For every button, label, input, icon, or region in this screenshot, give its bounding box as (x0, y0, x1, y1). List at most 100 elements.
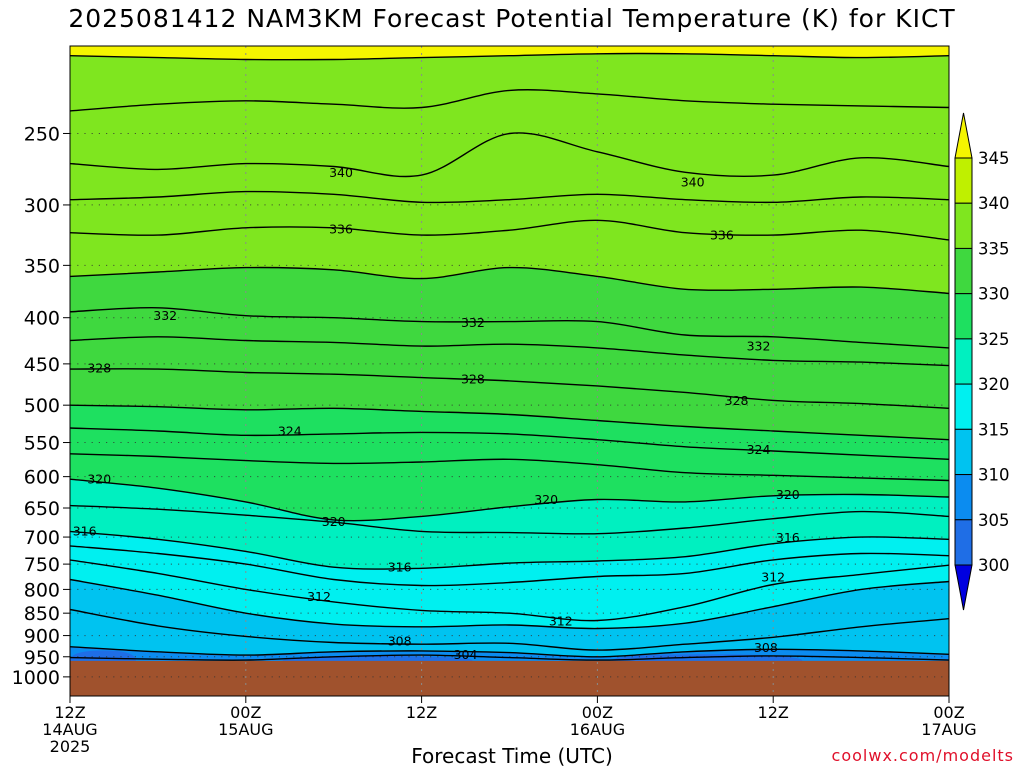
colorbar-label: 330 (978, 285, 1010, 304)
colorbar-swatch (954, 202, 973, 249)
x-tick-label: 14AUG (42, 720, 97, 739)
colorbar-label: 305 (978, 511, 1010, 530)
contour-labels: 340 340 336 336 332 332 332 328 328 328 324 324 320 3… (73, 165, 800, 662)
y-tick-label: 1000 (12, 667, 60, 689)
colorbar-swatch (954, 474, 973, 521)
colorbar-swatch (954, 157, 973, 204)
x-tick-label: 12Z (406, 703, 437, 722)
contour-330 (70, 336, 949, 367)
x-tick-label: 2025 (50, 737, 91, 756)
contour-lines (70, 52, 949, 661)
fill-band-345-plus (70, 46, 949, 60)
x-tick-label: 15AUG (218, 720, 273, 739)
contour-label: 308 (388, 634, 412, 649)
contour-label: 328 (725, 393, 749, 408)
contour-label: 324 (747, 442, 771, 457)
colorbar-label: 340 (978, 194, 1010, 213)
contour-label: 336 (329, 222, 353, 237)
contour-304 (70, 654, 949, 661)
colorbar-swatch (954, 247, 973, 295)
contour-label: 316 (776, 530, 800, 545)
contour-342 (70, 89, 949, 112)
colorbar-label: 315 (978, 420, 1010, 439)
contour-324 (70, 427, 949, 460)
contour-label: 336 (710, 228, 734, 243)
contour-fills (70, 46, 949, 696)
colorbar-swatch (954, 519, 973, 566)
contour-336 (70, 219, 949, 241)
contour-label: 320 (322, 514, 346, 529)
contour-label: 308 (754, 640, 778, 655)
contour-label: 332 (461, 315, 485, 330)
x-tick-label: 00Z (933, 703, 964, 722)
colorbar-label: 310 (978, 466, 1010, 485)
contour-326 (70, 404, 949, 441)
colorbar-swatch (954, 428, 973, 476)
y-tick-label: 400 (24, 308, 60, 330)
y-tick-label: 850 (24, 603, 60, 625)
colorbar-swatch (954, 383, 973, 430)
y-tick-label: 250 (24, 123, 60, 145)
y-tick-label: 500 (24, 395, 60, 417)
y-tick-label: 750 (24, 554, 60, 576)
credit-text: coolwx.com/modelts (831, 746, 1014, 765)
ground-layer (70, 660, 949, 696)
x-tick-label: 00Z (230, 703, 261, 722)
ground-fill (70, 660, 949, 696)
colorbar-label: 325 (978, 330, 1010, 349)
contour-label: 320 (87, 472, 111, 487)
contour-label: 340 (681, 175, 705, 190)
contour-340 (70, 132, 949, 178)
y-tick-label: 550 (24, 433, 60, 455)
contour-314 (70, 545, 949, 587)
x-tick-label: 12Z (54, 703, 85, 722)
x-tick-label: 00Z (582, 703, 613, 722)
contour-label: 328 (461, 372, 485, 387)
x-tick-label: 16AUG (570, 720, 625, 739)
colorbar-label: 320 (978, 375, 1010, 394)
contour-label: 304 (454, 647, 478, 662)
colorbar: 300 305 310 315 320 325 330 335 340 345 (954, 112, 1010, 611)
contour-344 (70, 52, 949, 61)
colorbar-label: 300 (978, 556, 1010, 575)
y-tick-label: 600 (24, 467, 60, 489)
contour-306 (70, 646, 949, 658)
contour-328 (70, 368, 949, 409)
chart-title: 2025081412 NAM3KM Forecast Potential Tem… (68, 4, 956, 33)
contour-label: 324 (278, 423, 302, 438)
y-tick-label: 900 (24, 626, 60, 648)
colorbar-top-arrow (954, 112, 973, 159)
contour-338 (70, 190, 949, 204)
contour-label: 328 (87, 361, 111, 376)
plot-frame (69, 45, 950, 697)
colorbar-swatch (954, 293, 973, 340)
colorbar-swatch (954, 338, 973, 385)
y-tick-label: 300 (24, 195, 60, 217)
contour-318 (70, 504, 949, 535)
y-tick-label: 700 (24, 527, 60, 549)
contour-label: 312 (307, 589, 331, 604)
colorbar-label: 345 (978, 149, 1010, 168)
x-tick-label: 17AUG (921, 720, 976, 739)
contour-310 (70, 578, 949, 630)
contour-322 (70, 453, 949, 482)
contour-308 (70, 608, 949, 651)
contour-334 (70, 266, 949, 295)
y-tick-label: 950 (24, 647, 60, 669)
contour-label: 340 (329, 165, 353, 180)
x-axis-label: Forecast Time (UTC) (411, 744, 613, 768)
contour-label: 316 (73, 523, 97, 538)
y-tick-label: 800 (24, 579, 60, 601)
colorbar-bottom-arrow (954, 564, 973, 611)
contour-label: 316 (388, 560, 412, 575)
contour-label: 312 (549, 613, 573, 628)
contour-312 (70, 559, 949, 622)
y-tick-label: 650 (24, 498, 60, 520)
contour-label: 320 (776, 487, 800, 502)
y-tick-label: 350 (24, 255, 60, 277)
y-tick-label: 450 (24, 354, 60, 376)
contour-label: 312 (761, 569, 785, 584)
colorbar-label: 335 (978, 239, 1010, 258)
